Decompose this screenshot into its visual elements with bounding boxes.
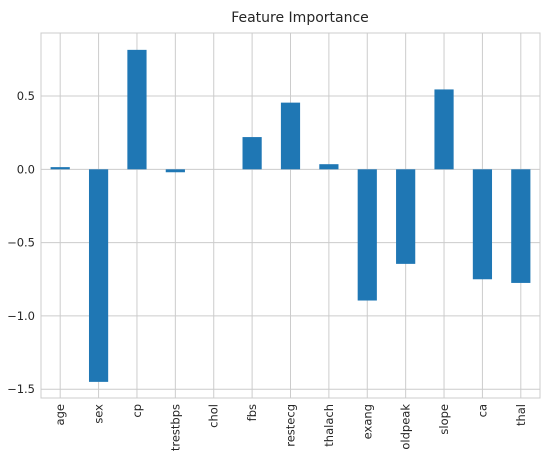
x-tick-label: oldpeak xyxy=(399,404,413,450)
bar-age xyxy=(50,167,70,170)
bar-ca xyxy=(472,169,493,280)
plot-frame xyxy=(40,32,541,399)
x-axis-ticks: age sex cp trestbps chol fbs restecg thalach exa… xyxy=(53,404,528,451)
grid-lines xyxy=(41,33,540,398)
x-tick-label: restecg xyxy=(284,404,298,447)
bar-oldpeak xyxy=(396,169,416,264)
x-tick-label: fbs xyxy=(245,404,259,421)
bar-cp xyxy=(127,49,147,170)
y-tick-label: −1.0 xyxy=(7,309,35,323)
x-tick-label: thalach xyxy=(322,404,336,447)
bar-sex xyxy=(88,169,109,382)
bar-slope xyxy=(434,89,454,170)
bar-thal xyxy=(511,169,531,283)
x-tick-label: trestbps xyxy=(168,404,182,451)
x-tick-label: slope xyxy=(437,404,451,435)
bar-exang xyxy=(357,169,377,301)
bars xyxy=(50,49,531,382)
y-tick-label: −0.5 xyxy=(7,236,35,250)
x-tick-label: thal xyxy=(514,404,528,426)
y-axis-ticks: −1.5 −1.0 −0.5 0.0 0.5 xyxy=(7,89,35,396)
chart-title: Feature Importance xyxy=(231,10,369,26)
bar-fbs xyxy=(242,137,262,170)
y-tick-label: 0.0 xyxy=(17,162,35,176)
x-tick-label: cp xyxy=(130,404,144,418)
x-tick-label: ca xyxy=(475,404,489,417)
y-tick-label: 0.5 xyxy=(17,89,35,103)
x-tick-label: age xyxy=(53,404,67,425)
bar-restecg xyxy=(280,102,301,170)
x-tick-label: sex xyxy=(92,404,106,424)
x-tick-label: chol xyxy=(207,404,221,428)
x-tick-label: exang xyxy=(360,404,374,439)
bar-trestbps xyxy=(165,169,185,173)
bar-thalach xyxy=(319,164,339,170)
y-tick-label: −1.5 xyxy=(7,382,35,396)
